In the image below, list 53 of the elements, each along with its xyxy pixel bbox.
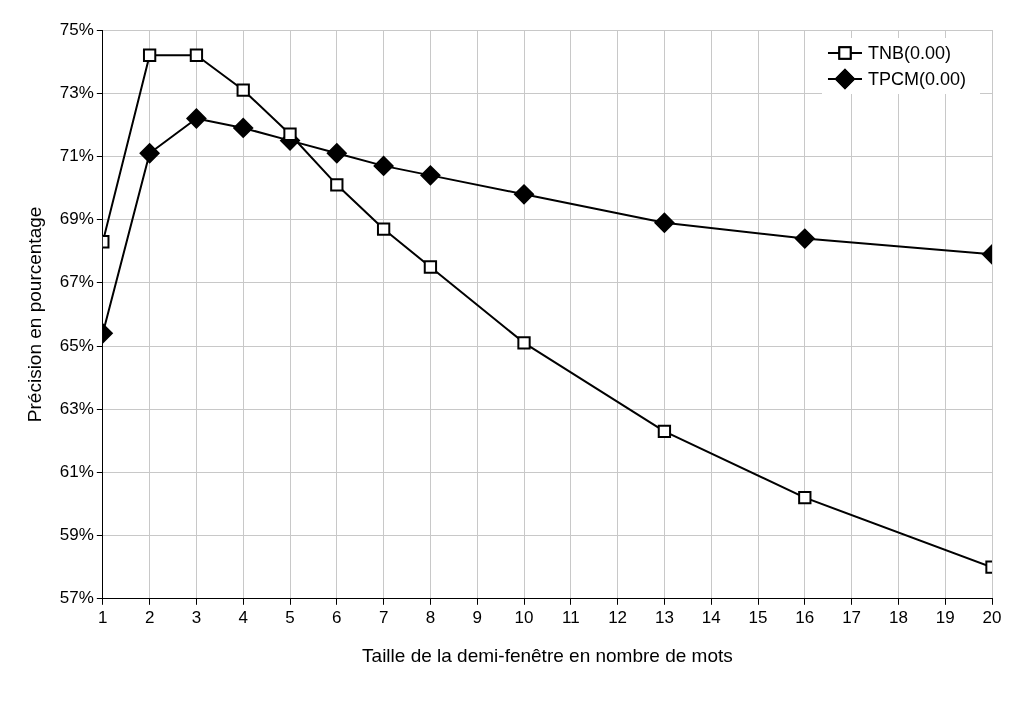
y-tick-label: 71% — [59, 146, 94, 166]
x-tick-label: 14 — [701, 607, 721, 627]
x-tick-label: 17 — [842, 607, 862, 627]
x-tick-label: 8 — [425, 607, 436, 627]
y-axis-title: Précision en pourcentage — [23, 206, 45, 423]
y-tick-label: 67% — [59, 272, 94, 292]
point — [376, 222, 391, 236]
point — [189, 48, 204, 62]
point — [798, 491, 812, 505]
point — [423, 260, 438, 274]
y-tick-label: 63% — [59, 398, 94, 418]
point — [654, 212, 675, 233]
point — [326, 143, 347, 164]
x-tick-label: 16 — [795, 607, 815, 627]
x-tick-label: 12 — [608, 607, 628, 627]
x-tick-label: 2 — [144, 607, 155, 627]
x-tick-label: 15 — [748, 607, 768, 627]
x-tick-label: 20 — [982, 607, 1002, 627]
legend-label: TNB(0.00) — [867, 42, 952, 63]
x-tick-label: 18 — [888, 607, 908, 627]
y-tick-label: 61% — [59, 462, 94, 482]
point — [420, 165, 441, 186]
x-axis-title: Taille de la demi-fenêtre en nombre de mots — [362, 644, 733, 666]
x-tick-label: 13 — [654, 607, 674, 627]
y-tick-label: 69% — [59, 209, 94, 229]
point — [794, 228, 815, 249]
point — [514, 184, 535, 205]
point — [330, 178, 344, 192]
y-tick-label: 65% — [59, 335, 94, 355]
x-tick-label: 6 — [332, 607, 342, 627]
point — [657, 424, 672, 438]
x-tick-label: 3 — [191, 607, 202, 627]
x-tick-label: 11 — [561, 607, 580, 627]
x-tick-label: 19 — [935, 607, 955, 627]
x-tick-label: 10 — [514, 607, 534, 627]
point — [517, 336, 531, 350]
point — [142, 48, 157, 62]
y-tick-label: 75% — [59, 19, 94, 39]
point — [186, 108, 207, 129]
legend-label: TPCM(0.00) — [867, 68, 966, 89]
x-tick-label: 1 — [98, 607, 108, 627]
point — [139, 143, 160, 164]
x-tick-label: 5 — [285, 607, 295, 627]
y-tick-label: 73% — [59, 82, 94, 102]
x-tick-label: 9 — [472, 607, 482, 627]
y-tick-label: 59% — [59, 525, 94, 545]
y-tick-label: 57% — [59, 588, 94, 608]
x-tick-label: 4 — [238, 607, 248, 627]
point — [233, 117, 254, 138]
point — [373, 155, 394, 176]
point — [283, 127, 297, 141]
x-tick-label: 7 — [378, 607, 389, 627]
point — [236, 83, 250, 97]
